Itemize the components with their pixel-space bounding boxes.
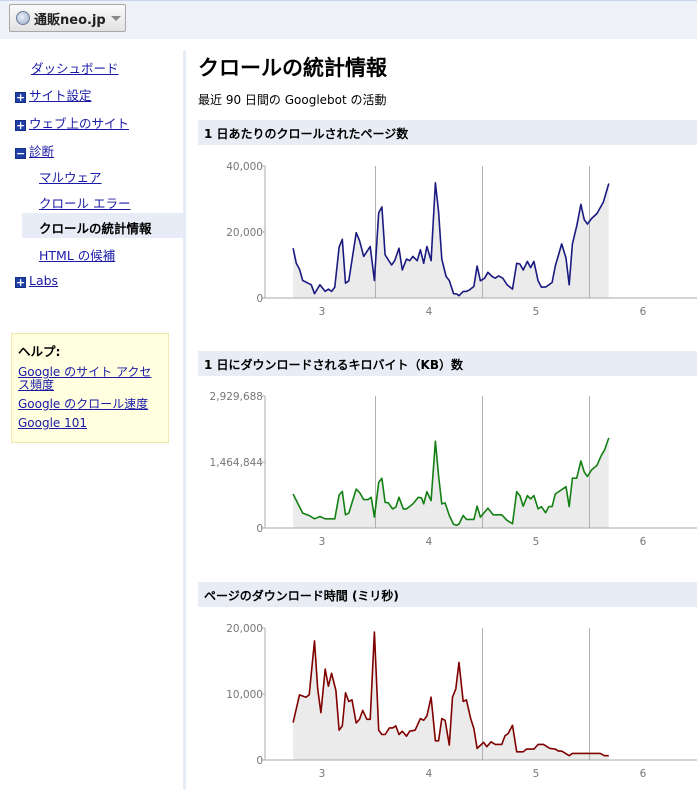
y-tick-label: 1,464,844: [210, 457, 264, 469]
page-subtitle: 最近 90 日間の Googlebot の活動: [198, 93, 387, 107]
series-line: [292, 437, 610, 527]
area-fill: [293, 632, 609, 760]
help-link-google-101[interactable]: Google 101: [18, 416, 88, 430]
sidebar-item-crawl-stats[interactable]: クロールの統計情報: [22, 213, 183, 238]
x-tick-label: 5: [533, 768, 540, 780]
help-title: ヘルプ:: [18, 344, 61, 359]
x-tick-label: 4: [426, 536, 433, 548]
y-tick-label: 20,000: [226, 623, 263, 635]
series-line: [292, 181, 610, 297]
y-tick-label: 2,929,688: [210, 391, 263, 403]
chart-header-kb-downloaded: 1 日にダウンロードされるキロバイト（KB）数: [198, 351, 697, 376]
series-line: [292, 631, 609, 757]
sidebar-link[interactable]: マルウェア: [39, 170, 102, 185]
chart-kb-downloaded: 0 1,464,844 2,929,688 3 4 5 6: [210, 391, 697, 548]
x-tick-label: 3: [319, 536, 326, 548]
sidebar-item-labs[interactable]: + Labs: [15, 273, 58, 288]
sidebar-label: クロールの統計情報: [39, 221, 152, 236]
sidebar-link[interactable]: Labs: [29, 273, 59, 288]
chart-download-time: 0 10,000 20,000 3 4 5 6: [226, 623, 697, 780]
sidebar-link[interactable]: ウェブ上のサイト: [29, 116, 130, 131]
sidebar-link[interactable]: HTML の候補: [39, 248, 116, 263]
site-name: 通販neo.jp: [34, 12, 106, 28]
x-tick-label: 3: [319, 306, 326, 318]
x-tick-label: 5: [533, 536, 540, 548]
x-tick-label: 6: [640, 536, 647, 548]
y-tick-label: 0: [256, 523, 263, 535]
sidebar-item-site-on-web[interactable]: + ウェブ上のサイト: [15, 113, 129, 132]
y-tick-label: 20,000: [226, 227, 263, 239]
sidebar-link[interactable]: クロール エラー: [39, 196, 131, 211]
help-link-crawl-rate[interactable]: Google のクロール速度: [18, 397, 149, 411]
page-title: クロールの統計情報: [198, 56, 387, 80]
sidebar-item-diagnostics[interactable]: − 診断: [15, 141, 54, 160]
x-tick-label: 4: [426, 306, 433, 318]
sidebar-item-malware[interactable]: マルウェア: [39, 167, 102, 186]
help-box: ヘルプ: Google のサイト アクセス頻度 Google のクロール速度 G…: [11, 333, 169, 443]
x-tick-label: 6: [640, 306, 647, 318]
top-bar: 通販neo.jp: [0, 0, 697, 39]
x-tick-label: 6: [640, 768, 647, 780]
x-tick-label: 3: [319, 768, 326, 780]
area-fill: [293, 437, 609, 528]
sidebar-link[interactable]: サイト設定: [29, 88, 92, 103]
site-selector-button[interactable]: 通販neo.jp: [9, 4, 126, 32]
sidebar-divider: [183, 50, 186, 790]
chart-pages-crawled: 0 20,000 40,000 3 4 5 6: [226, 161, 697, 318]
expand-plus-icon[interactable]: +: [15, 276, 26, 289]
globe-icon: [16, 11, 30, 25]
y-tick-label: 40,000: [226, 161, 263, 173]
chart-header-pages-crawled: 1 日あたりのクロールされたページ数: [198, 120, 697, 145]
collapse-minus-icon[interactable]: −: [15, 147, 26, 160]
expand-plus-icon[interactable]: +: [15, 119, 26, 132]
y-tick-label: 10,000: [226, 689, 263, 701]
sidebar-item-html-suggestions[interactable]: HTML の候補: [39, 245, 115, 264]
sidebar-link[interactable]: ダッシュボード: [31, 61, 119, 76]
sidebar-item-site-settings[interactable]: + サイト設定: [15, 85, 92, 104]
sidebar-item-crawl-errors[interactable]: クロール エラー: [39, 193, 130, 212]
x-tick-label: 4: [426, 768, 433, 780]
y-tick-label: 0: [256, 293, 263, 305]
chevron-down-icon: [110, 15, 121, 21]
sidebar-item-dashboard[interactable]: ダッシュボード: [31, 58, 119, 77]
x-tick-label: 5: [533, 306, 540, 318]
chart-header-download-time: ページのダウンロード時間 (ミリ秒): [198, 582, 697, 607]
help-link-access-frequency[interactable]: Google のサイト アクセス頻度: [18, 365, 152, 392]
y-tick-label: 0: [256, 755, 263, 767]
area-fill: [293, 182, 609, 298]
sidebar-link[interactable]: 診断: [29, 144, 55, 159]
expand-plus-icon[interactable]: +: [15, 91, 26, 104]
